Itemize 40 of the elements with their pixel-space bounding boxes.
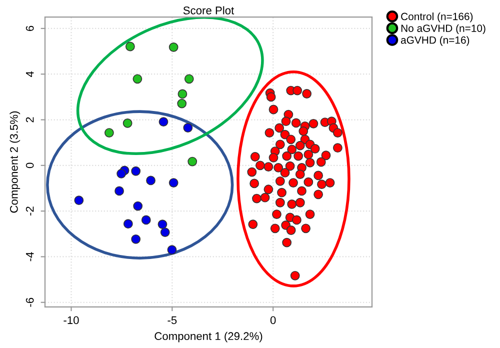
point bbox=[123, 219, 133, 229]
point bbox=[177, 98, 187, 108]
x-tick-label: 0 bbox=[270, 316, 276, 324]
x-tick-label: -5 bbox=[168, 316, 177, 324]
y-tick-label: 4 bbox=[26, 71, 34, 77]
point bbox=[184, 74, 194, 84]
point bbox=[104, 128, 114, 138]
point bbox=[125, 42, 135, 52]
point bbox=[183, 123, 193, 132]
y-tick-label: 0 bbox=[26, 162, 34, 168]
legend-label: Control (n=166) bbox=[401, 12, 473, 22]
point bbox=[188, 156, 198, 166]
y-tick-label: 2 bbox=[26, 117, 34, 122]
y-tick-label: -6 bbox=[26, 298, 34, 307]
x-axis-title: Component 1 (29.2%) bbox=[154, 332, 262, 342]
point bbox=[160, 228, 170, 237]
y-tick-label: -4 bbox=[26, 252, 34, 262]
chart-title: Score Plot bbox=[183, 6, 234, 14]
point bbox=[116, 168, 126, 178]
x-tick-label: -10 bbox=[64, 316, 79, 324]
point bbox=[168, 42, 178, 52]
y-axis-title: Component 2 (3.5%) bbox=[10, 111, 20, 213]
point bbox=[74, 196, 84, 206]
point bbox=[131, 234, 141, 244]
point bbox=[178, 89, 188, 99]
point bbox=[167, 245, 177, 255]
point bbox=[122, 118, 132, 128]
y-tick-label: -2 bbox=[26, 206, 34, 216]
point bbox=[158, 220, 168, 230]
legend-label: No aGVHD (n=10) bbox=[401, 24, 486, 34]
point bbox=[133, 201, 143, 211]
point bbox=[131, 166, 141, 176]
legend-label: aGVHD (n=16) bbox=[401, 36, 470, 46]
point bbox=[158, 117, 168, 127]
point bbox=[132, 74, 142, 84]
point bbox=[168, 178, 178, 188]
y-tick-label: 6 bbox=[26, 26, 34, 31]
point bbox=[114, 186, 124, 196]
point bbox=[146, 176, 156, 186]
point bbox=[141, 215, 151, 225]
